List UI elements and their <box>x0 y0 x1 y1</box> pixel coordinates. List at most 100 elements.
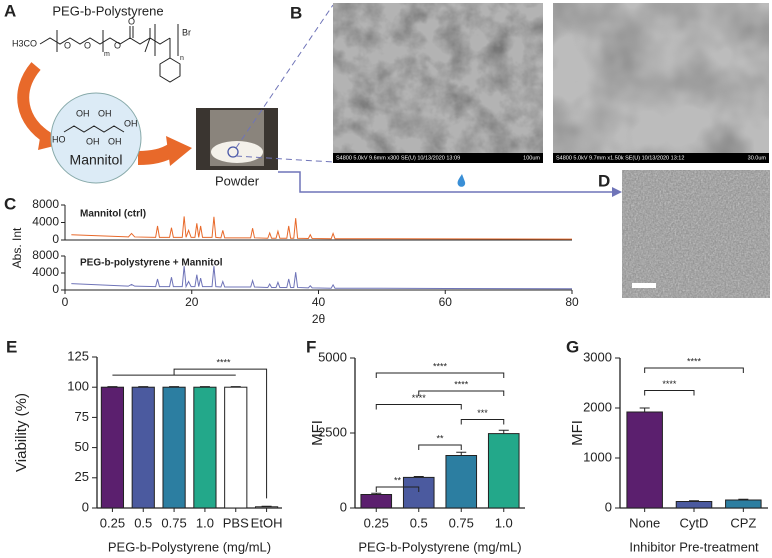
bar <box>626 411 663 509</box>
bar <box>360 494 393 509</box>
panel-label: E <box>6 337 17 356</box>
xrd-trace <box>71 266 573 290</box>
significance: ** <box>436 433 444 443</box>
error-bar <box>456 451 467 456</box>
bracket <box>375 404 462 410</box>
bar <box>725 499 762 509</box>
significance: **** <box>662 379 677 389</box>
significance: ** <box>394 475 402 485</box>
x-tick-label: 0.75 <box>449 515 474 530</box>
y-tick-label: 0 <box>52 232 59 246</box>
x-axis-label: PEG-b-Polystyrene (mg/mL) <box>108 539 271 554</box>
zoom-line <box>235 155 334 163</box>
x-axis-label: Inhibitor Pre-treatment <box>629 539 759 554</box>
arrowhead <box>166 136 192 166</box>
error-bar <box>107 386 118 388</box>
powder-label: Powder <box>215 173 260 188</box>
significance: **** <box>412 393 427 403</box>
y-tick-label: 50 <box>75 439 89 454</box>
panel-label: B <box>290 3 302 22</box>
y-axis-label: MFI <box>309 420 326 446</box>
significance: **** <box>454 379 469 389</box>
x-tick-label: CytD <box>680 515 709 530</box>
y-tick-label: 125 <box>67 348 89 363</box>
x-tick-label: 0.75 <box>161 515 186 530</box>
bracket <box>418 444 462 450</box>
structure-title: PEG-b-Polystyrene <box>52 3 163 18</box>
x-tick-label: 0.5 <box>134 515 152 530</box>
error-bar <box>169 386 180 388</box>
error-bar <box>639 407 650 412</box>
legend-label: PEG-b-polystyrene + Mannitol <box>80 258 223 269</box>
bar <box>162 386 186 509</box>
y-axis-label: Viability (%) <box>13 393 30 472</box>
y-tick-label: 0 <box>52 282 59 296</box>
powder <box>211 141 263 163</box>
bracket <box>173 368 268 499</box>
y-tick-label: 8000 <box>32 248 59 262</box>
bracket <box>460 419 505 425</box>
atom: O <box>114 40 121 50</box>
panel-label: A <box>4 1 16 20</box>
sem-caption: S4800 5.0kV 9.7mm x1.50k SE(U) 10/13/202… <box>556 155 684 161</box>
significance: *** <box>477 408 488 418</box>
x-tick-label: 40 <box>312 295 326 309</box>
y-axis-label: Abs. Int <box>10 227 24 268</box>
y-tick-label: 3000 <box>583 349 612 364</box>
bar <box>254 506 279 509</box>
sem-caption-bar <box>553 153 769 163</box>
panel-label: C <box>4 194 16 213</box>
x-tick-label: 1.0 <box>196 515 214 530</box>
error-bar <box>738 498 749 500</box>
panel-label: F <box>306 337 316 356</box>
bracket <box>644 390 695 396</box>
x-tick-label: 60 <box>439 295 453 309</box>
bar <box>487 433 520 509</box>
panel-label: G <box>566 337 579 356</box>
bar <box>445 455 478 509</box>
arrow <box>17 62 52 144</box>
significance: **** <box>687 356 702 366</box>
bracket <box>375 372 505 378</box>
atom: OH <box>86 136 100 146</box>
atom: OH <box>124 118 138 128</box>
mannitol-circle <box>50 92 142 184</box>
atom: O <box>64 40 71 50</box>
atom: Br <box>182 27 191 37</box>
mannitol-label: Mannitol <box>70 152 123 168</box>
sem-caption: S4800 5.0kV 9.6mm x300 SE(U) 10/13/2020 … <box>336 155 460 161</box>
y-tick-label: 4000 <box>32 215 59 229</box>
x-tick-label: 1.0 <box>495 515 513 530</box>
bracket <box>418 390 505 396</box>
panel-label: D <box>598 171 610 190</box>
error-bar <box>261 505 272 507</box>
arrowhead <box>612 187 622 197</box>
error-bar <box>371 492 382 495</box>
connector <box>278 171 612 193</box>
arrow <box>137 144 176 165</box>
error-bar <box>413 476 424 478</box>
x-tick-label: None <box>629 515 660 530</box>
atom: OH <box>76 108 90 118</box>
y-tick-label: 1000 <box>583 449 612 464</box>
x-tick-label: 80 <box>565 295 579 309</box>
atom: OH <box>108 136 122 146</box>
atom: OH <box>98 108 112 118</box>
bar <box>675 501 713 509</box>
x-axis-label: PEG-b-Polystyrene (mg/mL) <box>358 539 521 554</box>
bar <box>100 386 125 509</box>
mannitol-structure <box>63 125 125 133</box>
bracket <box>644 367 744 373</box>
atom: O <box>128 16 135 26</box>
zoom-line <box>235 4 334 149</box>
x-tick-label: 0.25 <box>364 515 389 530</box>
atom: H3CO <box>12 38 37 48</box>
sem-texture <box>553 3 769 163</box>
bar <box>402 476 435 509</box>
y-tick-label: 5000 <box>318 349 347 364</box>
error-bar <box>230 386 241 388</box>
sem-scale: 30.0um <box>748 155 767 161</box>
atom: O <box>84 40 91 50</box>
x-tick-label: 0.5 <box>410 515 428 530</box>
y-axis-label: MFI <box>569 420 586 446</box>
